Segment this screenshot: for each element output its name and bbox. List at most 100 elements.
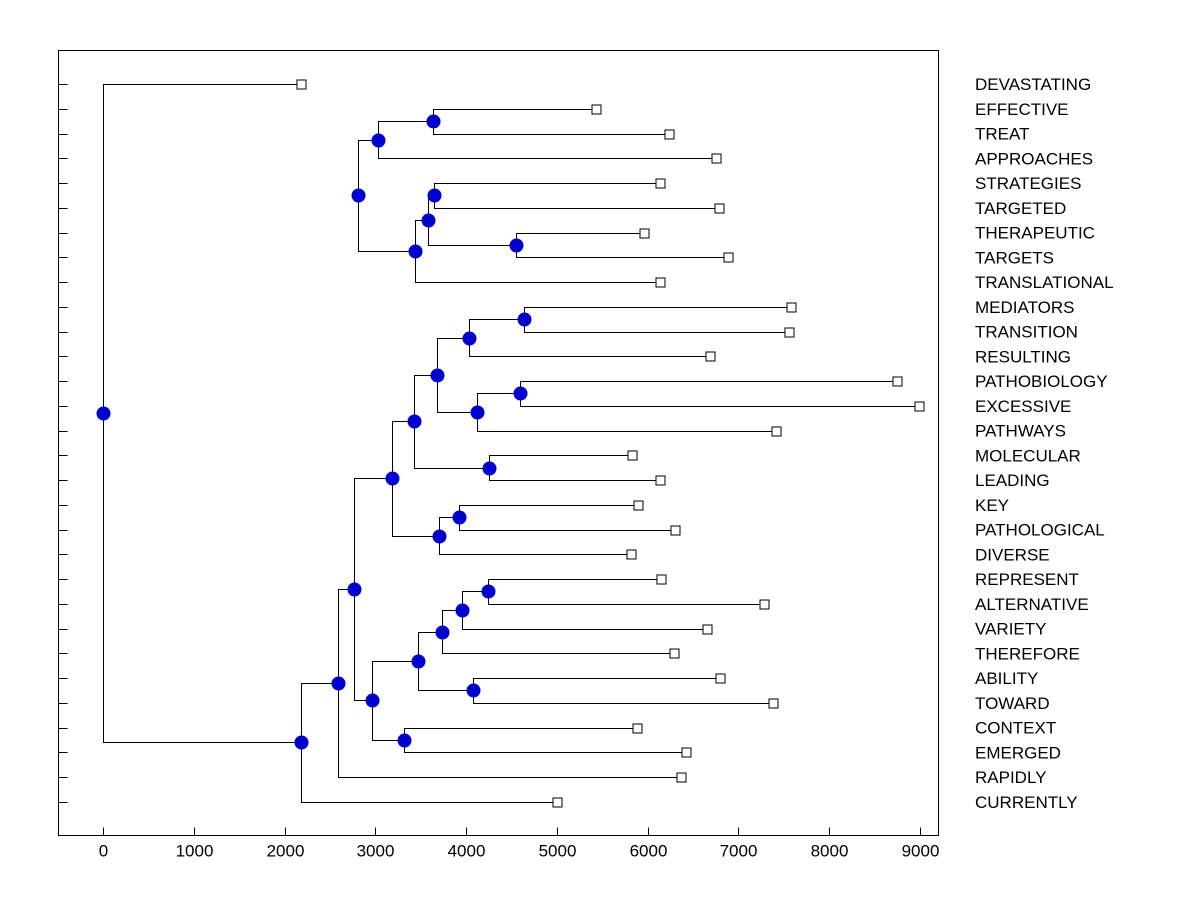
leaf-label-therapeutic: THERAPEUTIC xyxy=(975,224,1095,243)
dendrogram-link xyxy=(358,195,416,252)
dendrogram-link xyxy=(437,338,470,376)
dendrogram-link xyxy=(439,536,632,555)
leaf-label-transition: TRANSITION xyxy=(975,323,1078,342)
leaf-label-resulting: RESULTING xyxy=(975,347,1071,366)
leaf-end-marker xyxy=(676,772,687,783)
leaf-end-marker xyxy=(914,401,925,412)
leaf-label-rapidly: RAPIDLY xyxy=(975,768,1047,787)
leaf-label-ability: ABILITY xyxy=(975,669,1038,688)
leaf-label-approaches: APPROACHES xyxy=(975,149,1093,168)
leaf-label-molecular: MOLECULAR xyxy=(975,446,1081,465)
leaf-label-represent: REPRESENT xyxy=(975,570,1079,589)
merge-node-marker xyxy=(466,683,481,698)
dendrogram-links xyxy=(103,84,920,803)
dendrogram-link xyxy=(442,632,675,654)
dendrogram-link xyxy=(428,220,517,246)
merge-node-marker xyxy=(432,529,447,544)
x-tick-label: 9000 xyxy=(902,842,940,861)
dendrogram-link xyxy=(520,393,920,407)
leaf-label-emerged: EMERGED xyxy=(975,743,1061,762)
leaf-end-marker xyxy=(670,525,681,536)
leaf-end-marker xyxy=(591,104,602,115)
leaf-end-marker xyxy=(639,228,650,239)
merge-node-marker xyxy=(455,603,470,618)
dendrogram-link xyxy=(524,307,792,320)
merge-node-marker xyxy=(470,405,485,420)
merge-node-marker xyxy=(294,735,309,750)
leaf-label-currently: CURRENTLY xyxy=(975,793,1078,812)
leaf-end-marker xyxy=(714,203,725,214)
dendrogram-link xyxy=(392,478,440,537)
leaf-label-treat: TREAT xyxy=(975,125,1029,144)
x-tick-label: 2000 xyxy=(267,842,305,861)
leaf-end-marker xyxy=(759,599,770,610)
dendrogram-link xyxy=(415,251,661,283)
dendrogram-link xyxy=(103,413,302,743)
leaf-label-therefore: THEREFORE xyxy=(975,644,1080,663)
leaf-end-marker xyxy=(552,797,563,808)
dendrogram-link xyxy=(414,375,438,422)
leaf-end-marker xyxy=(627,450,638,461)
dendrogram-link xyxy=(354,589,373,701)
merge-node-markers xyxy=(96,114,532,750)
x-axis-tick-marks xyxy=(103,827,921,836)
leaf-end-marker xyxy=(655,475,666,486)
leaf-label-alternative: ALTERNATIVE xyxy=(975,595,1089,614)
dendrogram-link xyxy=(378,121,434,141)
leaf-label-leading: LEADING xyxy=(975,471,1050,490)
merge-node-marker xyxy=(331,676,346,691)
dendrogram-link xyxy=(354,478,393,590)
dendrogram-link xyxy=(489,455,633,469)
leaf-end-marker xyxy=(656,574,667,585)
merge-node-marker xyxy=(347,582,362,597)
leaf-label-effective: EFFECTIVE xyxy=(975,100,1069,119)
leaf-tick-marks xyxy=(58,84,68,803)
merge-node-marker xyxy=(371,133,386,148)
leaf-label-pathological: PATHOLOGICAL xyxy=(975,521,1105,540)
plot-frame xyxy=(58,50,939,836)
x-tick-label: 3000 xyxy=(357,842,395,861)
dendrogram-link xyxy=(437,375,478,413)
dendrogram-link xyxy=(477,393,521,413)
merge-node-marker xyxy=(517,312,532,327)
merge-node-marker xyxy=(426,114,441,129)
dendrogram-link xyxy=(473,690,774,704)
leaf-end-marker xyxy=(892,376,903,387)
leaf-label-key: KEY xyxy=(975,496,1009,515)
dendrogram-link xyxy=(469,319,525,339)
x-tick-label: 4000 xyxy=(448,842,486,861)
dendrogram-link xyxy=(338,683,682,778)
leaf-end-marker xyxy=(296,79,307,90)
leaf-label-diverse: DIVERSE xyxy=(975,545,1050,564)
dendrogram-link xyxy=(372,661,419,701)
dendrogram-link xyxy=(488,591,765,605)
merge-node-marker xyxy=(385,471,400,486)
dendrogram-link xyxy=(404,740,687,753)
leaf-end-marker xyxy=(786,302,797,313)
leaf-end-marker xyxy=(632,723,643,734)
dendrogram-link xyxy=(477,412,777,432)
dendrogram-link xyxy=(459,517,676,531)
leaf-label-pathobiology: PATHOBIOLOGY xyxy=(975,372,1108,391)
leaf-markers xyxy=(296,79,925,808)
leaf-label-excessive: EXCESSIVE xyxy=(975,397,1071,416)
x-tick-label: 7000 xyxy=(720,842,758,861)
x-tick-label: 6000 xyxy=(630,842,668,861)
leaf-end-marker xyxy=(715,673,726,684)
leaf-label-translational: TRANSLATIONAL xyxy=(975,273,1114,292)
x-axis-tick-labels: 0 1000 2000 3000 4000 5000 6000 7000 8000 9000 xyxy=(99,842,940,861)
merge-node-marker xyxy=(407,414,422,429)
dendrogram-link xyxy=(516,245,729,258)
dendrogram-link xyxy=(489,468,661,481)
dendrogram-link xyxy=(404,728,638,741)
leaf-end-marker xyxy=(664,129,675,140)
leaf-label-targets: TARGETS xyxy=(975,248,1054,267)
dendrogram-link xyxy=(469,338,711,357)
merge-node-marker xyxy=(462,331,477,346)
merge-node-marker xyxy=(411,654,426,669)
leaf-labels: DEVASTATING EFFECTIVE TREAT APPROACHES STRAT… xyxy=(975,75,1114,812)
merge-node-marker xyxy=(509,238,524,253)
leaf-label-variety: VARIETY xyxy=(975,620,1046,639)
merge-node-marker xyxy=(481,584,496,599)
